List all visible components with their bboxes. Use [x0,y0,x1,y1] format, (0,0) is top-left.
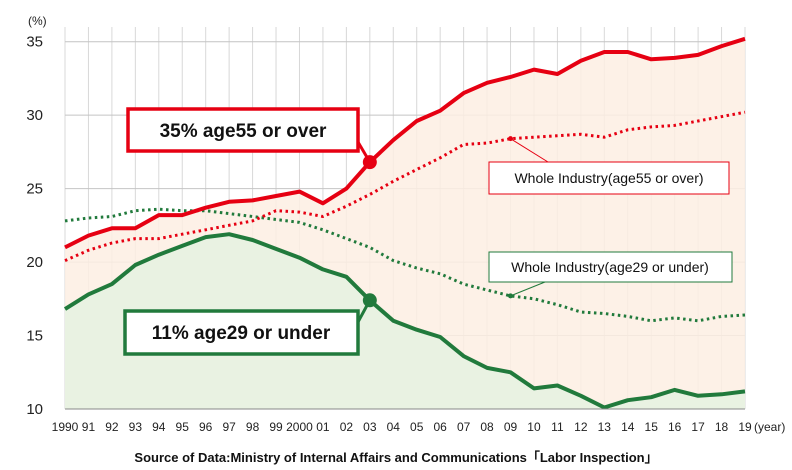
x-tick-label: 10 [527,420,541,434]
whole29-label: Whole Industry(age29 or under) [488,251,733,299]
y-unit-label: (%) [28,14,47,28]
series-lines [63,36,746,410]
x-tick-label: 14 [621,420,635,434]
y-tick-label: 15 [26,328,43,345]
x-tick-label: 04 [387,420,401,434]
age29-callout: 11% age29 or under [123,293,377,356]
x-tick-label: 17 [691,420,705,434]
whole29-point [508,293,514,299]
whole55-leader [510,138,549,163]
x-tick-label: 03 [363,420,377,434]
x-tick-label: 07 [457,420,471,434]
whole29-leader [510,281,546,297]
x-tick-label: 91 [82,420,96,434]
x-tick-label: 98 [246,420,260,434]
y-tick-label: 35 [26,34,43,51]
x-tick-label: 2000 [286,420,313,434]
age29-callout-box [123,309,360,356]
y-tick-label: 25 [26,181,43,198]
whole55-line [64,110,746,262]
x-tick-label: 13 [598,420,612,434]
whole55-label-box [488,161,730,195]
age29-callout-text: 11% age29 or under [152,323,331,344]
x-tick-label: 99 [269,420,283,434]
y-tick-label: 30 [26,107,43,124]
x-tick-label: 16 [668,420,682,434]
x-tick-label: 97 [222,420,236,434]
age55-callout-box [126,107,360,153]
whole55-label: Whole Industry(age55 or over) [488,136,730,195]
x-tick-label: 01 [316,420,330,434]
x-tick-label: 12 [574,420,588,434]
y-axis: 10 15 20 25 30 35 [26,34,43,418]
age55-line [64,36,746,250]
x-tick-label: 06 [433,420,447,434]
x-axis: 1990 91 92 93 94 95 96 97 98 99 2000 01 02 03 04 05 06 07… [52,408,752,434]
y-tick-label: 10 [26,401,43,418]
whole55-label-text: Whole Industry(age55 or over) [514,170,703,186]
whole29-label-text: Whole Industry(age29 or under) [511,259,709,275]
x-unit-label: (year) [754,420,785,434]
whole29-line [64,207,746,323]
y-tick-label: 20 [26,254,43,271]
x-tick-label: 92 [105,420,119,434]
age55-callout: 35% age55 or over [126,107,377,170]
age55-callout-text: 35% age55 or over [160,121,327,142]
x-tick-label: 11 [551,420,564,434]
age29-area [65,234,745,409]
x-tick-label: 1990 [52,420,79,434]
whole29-label-box [488,251,733,283]
age29-highlight-point [362,293,377,308]
x-tick-label: 09 [504,420,518,434]
whole55-point [508,136,514,142]
x-tick-label: 96 [199,420,213,434]
x-tick-label: 93 [129,420,143,434]
x-tick-label: 02 [340,420,354,434]
x-tick-label: 19 [738,420,752,434]
x-tick-label: 94 [152,420,166,434]
x-tick-label: 18 [715,420,729,434]
age55-highlight-point [362,155,377,170]
x-tick-label: 05 [410,420,424,434]
x-tick-label: 08 [480,420,494,434]
age29-line [63,232,746,410]
source-note: Source of Data:Ministry of Internal Affa… [134,450,657,465]
x-tick-label: 15 [645,420,659,434]
x-tick-label: 95 [176,420,190,434]
